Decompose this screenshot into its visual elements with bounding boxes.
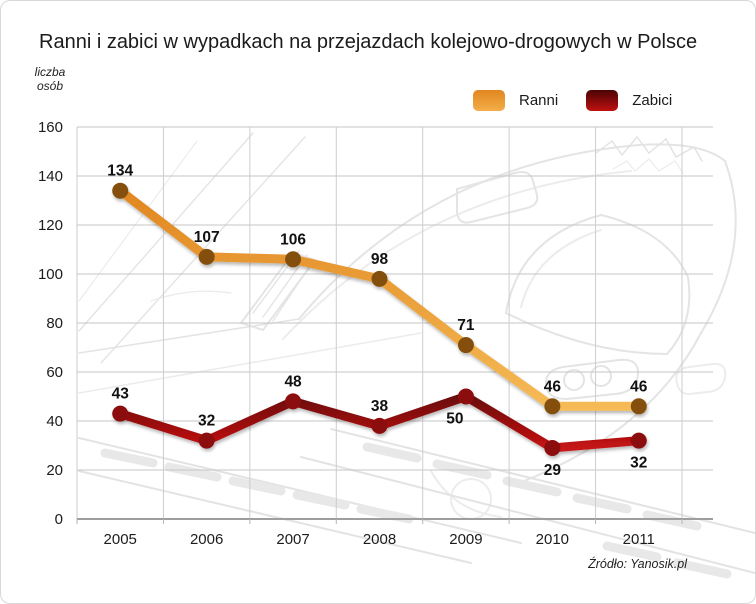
x-axis-labels: 2005 2006 2007 2008 2009 2010 2011 — [104, 531, 655, 548]
data-point-ranni — [457, 337, 474, 354]
x-tick-label: 2007 — [276, 531, 309, 548]
y-tick-label: 120 — [38, 217, 63, 234]
chart-gridlines — [76, 126, 713, 524]
x-tick-label: 2009 — [449, 531, 482, 548]
value-label-zabici: 32 — [630, 455, 647, 472]
value-label-ranni: 107 — [194, 229, 220, 246]
y-tick-label: 0 — [55, 511, 63, 528]
data-point-zabici — [198, 432, 215, 449]
series-zabici — [112, 388, 647, 456]
source-note: Źródło: Yanosik.pl — [588, 557, 687, 571]
value-label-ranni: 46 — [630, 378, 648, 395]
series-line-ranni — [115, 186, 644, 411]
data-point-ranni — [544, 398, 561, 415]
data-point-zabici — [630, 432, 647, 449]
data-point-ranni — [198, 248, 215, 265]
value-label-zabici: 38 — [371, 398, 389, 415]
value-label-ranni: 98 — [371, 251, 389, 268]
value-label-zabici: 32 — [198, 413, 215, 430]
legend-label-ranni: Ranni — [519, 92, 559, 109]
y-tick-label: 100 — [38, 266, 63, 283]
value-label-zabici: 29 — [544, 462, 562, 479]
value-label-ranni: 134 — [107, 163, 133, 180]
value-label-ranni: 106 — [280, 231, 306, 248]
y-axis-unit-line2: osób — [36, 79, 64, 93]
legend-swatch-ranni — [473, 90, 505, 111]
data-point-ranni — [112, 182, 129, 199]
data-point-zabici — [371, 417, 388, 434]
value-label-zabici: 50 — [446, 411, 463, 428]
data-point-zabici — [285, 393, 302, 410]
legend-label-zabici: Zabici — [632, 92, 673, 109]
value-label-zabici: 43 — [112, 386, 130, 403]
y-tick-label: 60 — [46, 364, 63, 381]
series-ranni — [112, 182, 647, 415]
data-point-zabici — [457, 388, 474, 405]
x-tick-label: 2010 — [536, 531, 569, 548]
x-tick-label: 2005 — [104, 531, 137, 548]
value-label-zabici: 48 — [284, 373, 302, 390]
data-point-ranni — [630, 398, 647, 415]
data-point-ranni — [285, 251, 302, 268]
train-watermark-illustration — [78, 132, 755, 579]
legend: Ranni Zabici — [473, 90, 672, 111]
legend-swatch-zabici — [586, 90, 619, 111]
chart-title: Ranni i zabici w wypadkach na przejazdac… — [39, 31, 698, 53]
legend-item-ranni: Ranni — [473, 90, 558, 111]
value-label-ranni: 46 — [544, 378, 562, 395]
y-tick-label: 160 — [38, 119, 63, 136]
data-point-zabici — [112, 405, 129, 422]
y-axis-unit-label: liczba osób — [27, 65, 73, 93]
y-tick-label: 40 — [46, 413, 63, 430]
data-point-zabici — [544, 439, 561, 456]
y-tick-label: 20 — [46, 462, 63, 479]
legend-item-zabici: Zabici — [586, 90, 672, 111]
y-axis-unit-line1: liczba — [34, 65, 66, 79]
x-tick-label: 2008 — [363, 531, 396, 548]
data-point-ranni — [371, 270, 388, 287]
y-axis-labels: 0 20 40 60 80 100 120 140 160 — [38, 119, 63, 528]
x-tick-label: 2011 — [623, 531, 655, 548]
y-tick-label: 140 — [38, 168, 63, 185]
chart-series: 134 107 106 98 71 46 46 43 32 48 38 50 29 32 — [107, 163, 648, 479]
y-tick-label: 80 — [46, 315, 63, 332]
x-tick-label: 2006 — [190, 531, 223, 548]
value-label-ranni: 71 — [457, 317, 475, 334]
